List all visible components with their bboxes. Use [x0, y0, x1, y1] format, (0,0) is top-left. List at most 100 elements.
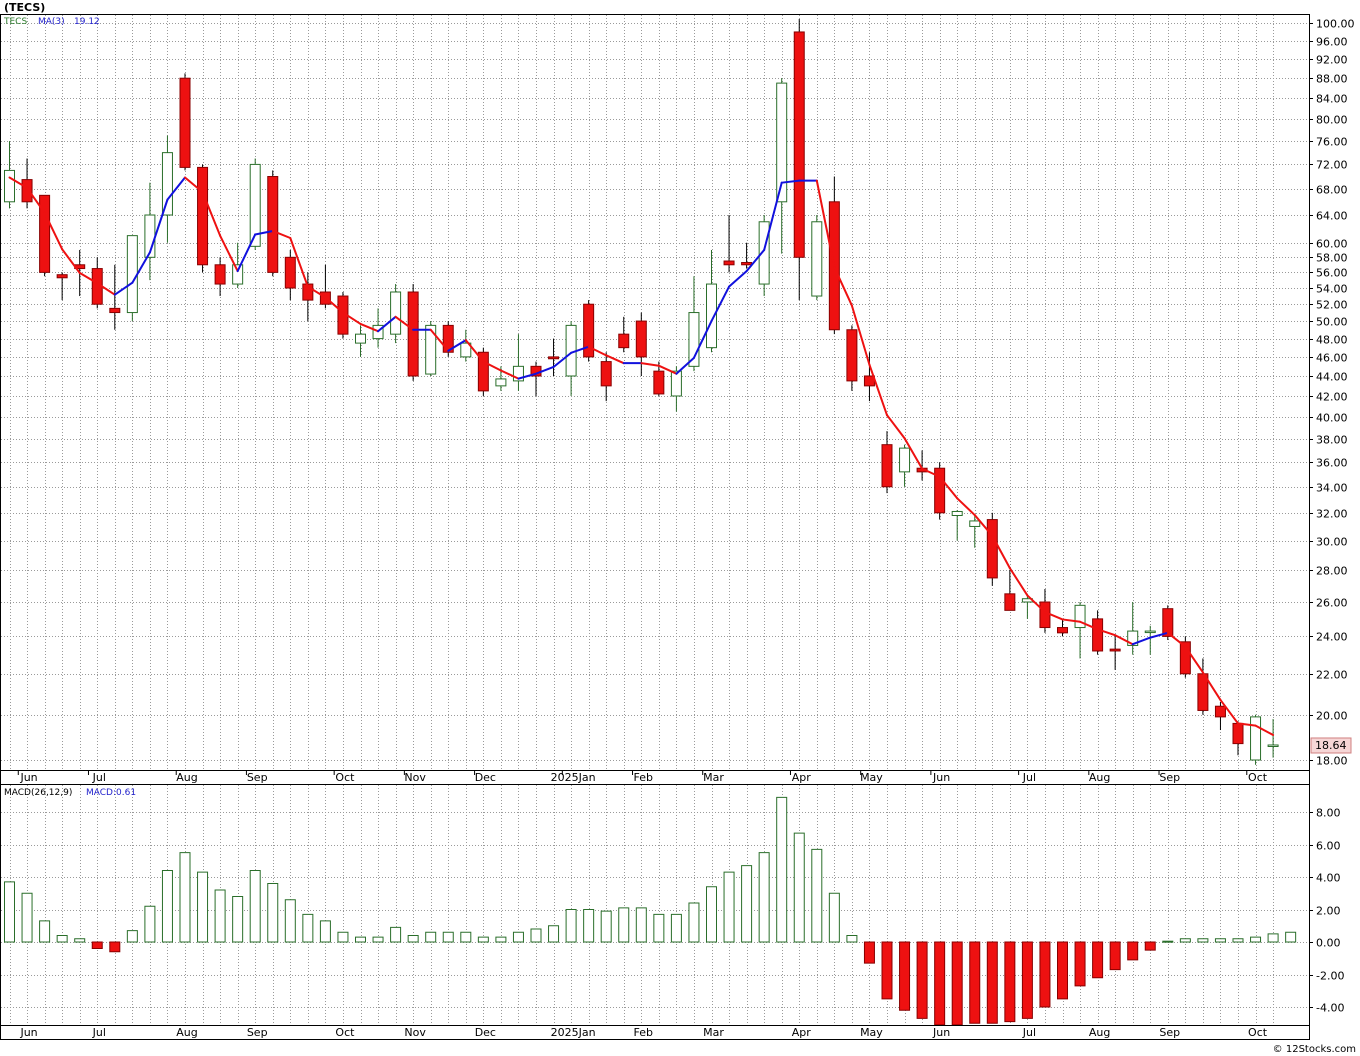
price-tick-label: 84.00 [1316, 93, 1348, 106]
price-tick-label: 36.00 [1316, 457, 1348, 470]
ma-segment [868, 363, 888, 417]
month-label: Apr [792, 771, 812, 784]
ma-segment [131, 251, 151, 284]
candle-body [723, 260, 735, 266]
candle-body [390, 291, 402, 335]
candle-body [1232, 722, 1244, 745]
price-tick-label: 56.00 [1316, 267, 1348, 280]
candle-body [1109, 648, 1121, 652]
price-tick-label: 24.00 [1316, 631, 1348, 644]
candle [1179, 636, 1191, 678]
ma-segment [1131, 636, 1152, 646]
macd-bar [846, 935, 858, 943]
price-tick-label: 26.00 [1316, 597, 1348, 610]
candle-body [495, 378, 507, 387]
ma-segment [991, 534, 1011, 570]
candle-body [1267, 744, 1279, 747]
candle-body [548, 356, 560, 360]
candle [460, 329, 472, 362]
month-label: Aug [1089, 1026, 1110, 1039]
month-label: Jul [92, 771, 106, 784]
macd-bar [969, 941, 981, 1024]
ma-segment [201, 191, 222, 237]
ma-segment [605, 354, 625, 365]
candle-body [1057, 627, 1068, 634]
macd-bar [1109, 941, 1121, 971]
candle-body [881, 444, 893, 488]
candle-body [1092, 618, 1104, 652]
macd-bar [583, 909, 595, 943]
candle [1214, 702, 1226, 731]
macd-bar [56, 935, 68, 943]
macd-tick-label: -4.00 [1316, 1002, 1344, 1015]
macd-tick-label: 6.00 [1316, 840, 1341, 853]
candle-body [161, 152, 173, 216]
candle [793, 19, 805, 301]
macd-bar [618, 907, 630, 943]
macd-tick-label: -2.00 [1316, 970, 1344, 983]
month-label: Dec [475, 771, 496, 784]
month-label: Jun [19, 771, 37, 784]
ma-segment [710, 285, 731, 323]
macd-bar [407, 935, 419, 943]
macd-bar [495, 936, 507, 943]
price-tick-label: 22.00 [1316, 669, 1348, 682]
macd-bar [635, 907, 647, 943]
ma-segment [377, 315, 397, 333]
candle-body [21, 179, 33, 203]
macd-bar [1267, 933, 1279, 943]
candle-body [442, 324, 454, 353]
macd-bar [425, 931, 437, 943]
macd-bar [302, 913, 314, 943]
macd-bar [811, 848, 823, 943]
candle-body [249, 163, 261, 247]
month-label: Apr [792, 1026, 812, 1039]
ma-segment [938, 475, 959, 500]
macd-tick-label: 8.00 [1316, 807, 1341, 820]
ma-segment [61, 248, 81, 274]
ma-segment [763, 181, 783, 251]
month-label: May [860, 1026, 883, 1039]
candle-body [109, 307, 121, 314]
candle [583, 300, 595, 362]
macd-histogram [4, 796, 1297, 1026]
month-label: Aug [176, 1026, 197, 1039]
candle [161, 135, 173, 243]
candle [600, 352, 612, 402]
candle-body [951, 510, 963, 517]
candle-body [4, 169, 15, 203]
candle [811, 215, 823, 301]
candle [1162, 605, 1174, 640]
ma-segment [587, 345, 608, 357]
month-label: Jun [19, 1026, 37, 1039]
macd-bar [934, 941, 946, 1026]
macd-bar [284, 899, 296, 943]
legend-macd-value: MACD:0.61 [86, 788, 136, 798]
price-tick-label: 28.00 [1316, 565, 1348, 578]
ma-segment [780, 179, 801, 184]
ma-segment [1114, 634, 1134, 646]
ma-segment [359, 322, 380, 333]
candle-body [1250, 716, 1262, 761]
candle [39, 194, 51, 277]
ma-segment [833, 266, 853, 307]
candle-body [1074, 604, 1086, 629]
macd-bar [951, 941, 963, 1026]
ma-segment [535, 365, 555, 375]
candle-body [197, 166, 209, 266]
candle-body [179, 77, 191, 168]
last-price-background [1310, 737, 1352, 754]
macd-bar [1004, 941, 1016, 1023]
price-tick-label: 44.00 [1316, 371, 1348, 384]
macd-bar [21, 892, 33, 943]
price-tick-label: 46.00 [1316, 352, 1348, 365]
candle-body [460, 342, 472, 358]
macd-bar [372, 936, 384, 943]
macd-bar [758, 852, 770, 943]
macd-bar [653, 913, 665, 943]
ma-segment [921, 467, 941, 478]
month-label: Sep [247, 771, 268, 784]
macd-bar [706, 886, 717, 943]
ma-segment [499, 369, 520, 380]
